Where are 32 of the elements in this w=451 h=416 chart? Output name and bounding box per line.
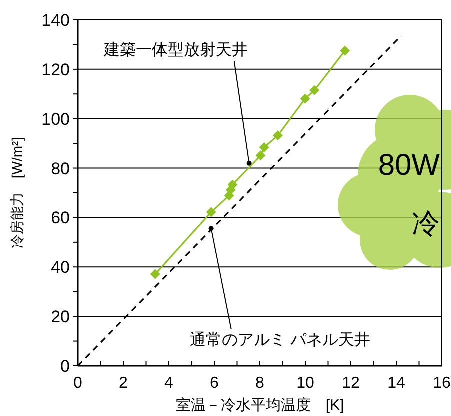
point xyxy=(206,207,216,218)
point xyxy=(300,94,310,104)
point xyxy=(150,269,160,280)
x-tick-label: 2 xyxy=(119,375,128,392)
point xyxy=(259,142,270,153)
point xyxy=(340,46,350,56)
x-tick-label: 4 xyxy=(164,375,174,392)
annotation: 建築一体型放射天井 xyxy=(103,41,248,59)
y-tick-label: 40 xyxy=(51,258,70,278)
y-tick-label: 140 xyxy=(42,11,70,30)
x-tick-label: 6 xyxy=(210,375,220,392)
x-tick-label: 12 xyxy=(342,375,360,392)
x-tick-label: 16 xyxy=(433,375,451,392)
point xyxy=(256,150,266,161)
point xyxy=(228,180,238,190)
point xyxy=(310,85,320,96)
x-tick-label: 8 xyxy=(256,375,265,392)
annotation: 冷 xyxy=(412,208,440,239)
annotation: 80W xyxy=(378,149,441,182)
y-tick-label: 60 xyxy=(51,208,70,228)
y-tick-label: 0 xyxy=(60,357,70,376)
x-tick-label: 14 xyxy=(388,375,406,392)
y-tick-label: 120 xyxy=(42,60,70,80)
annotation: 通常のアルミ パネル天井 xyxy=(190,331,370,349)
y-axis-title: 冷房能力 [W/m²] xyxy=(9,137,25,249)
x-tick-label: 0 xyxy=(74,375,83,392)
x-tick-label: 10 xyxy=(296,375,314,392)
y-tick-label: 20 xyxy=(51,308,70,327)
point xyxy=(272,130,283,141)
x-axis-title: 室温－冷水平均温度 [K] xyxy=(176,397,344,414)
y-tick-label: 100 xyxy=(42,110,70,129)
y-tick-label: 80 xyxy=(51,159,70,178)
